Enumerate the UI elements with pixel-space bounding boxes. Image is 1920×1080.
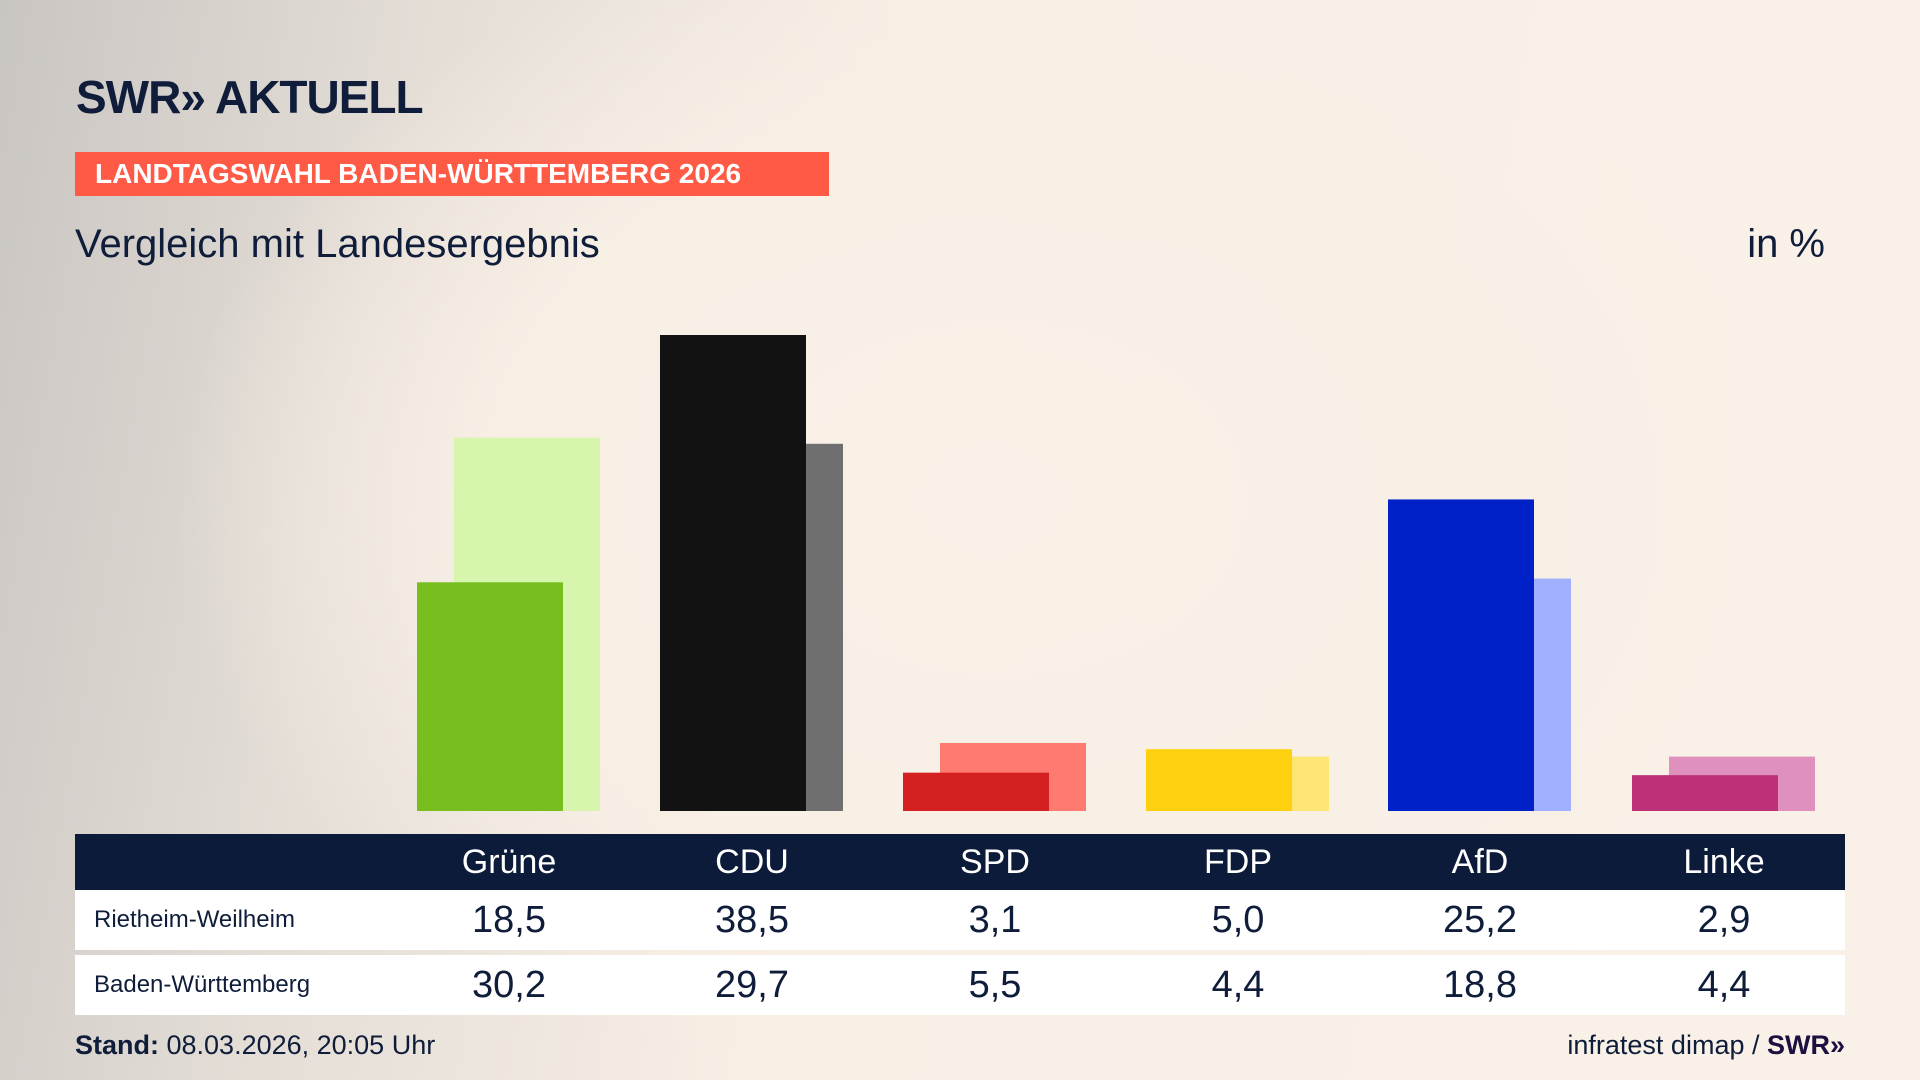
bar-fdp-local [1146,749,1292,811]
table-cell: 38,5 [715,899,789,941]
table-row-state: Baden-Württemberg 30,2 29,7 5,5 4,4 18,8 4,4 [75,955,1845,1015]
table-cell: 2,9 [1697,899,1751,941]
bar-chart [417,335,1815,811]
row-label: Rietheim-Weilheim [94,906,295,933]
column-header: Linke [1683,843,1765,881]
table-cell: 4,4 [1697,964,1751,1006]
table-cell: 25,2 [1443,899,1517,941]
election-banner: LANDTAGSWAHL BADEN-WÜRTTEMBERG 2026 [75,152,829,196]
row-label: Baden-Württemberg [94,971,311,998]
stand-value: 08.03.2026, 20:05 Uhr [159,1030,436,1060]
table-cell: 5,5 [968,964,1022,1006]
page-subtitle: Vergleich mit Landesergebnis [75,222,600,266]
bar-cdu-local [660,335,806,811]
bar-spd-local [903,772,1049,811]
source: infratest dimap / SWR» [1567,1030,1845,1061]
source-text: infratest dimap / [1567,1030,1767,1060]
column-header: Grüne [461,843,557,881]
swr-logo: SWR» [1766,1030,1845,1060]
table-row-local: Rietheim-Weilheim 18,5 38,5 3,1 5,0 25,2 2,9 [75,890,1845,950]
table-cell: 29,7 [715,964,789,1006]
unit-label: in % [1747,222,1825,266]
table-cell: 18,5 [472,899,546,941]
table-cell: 3,1 [968,899,1022,941]
table-cell: 4,4 [1211,964,1265,1006]
column-header: SPD [960,843,1030,881]
stand-label: Stand: [75,1030,159,1060]
swr-aktuell-logo: SWR» AKTUELL [76,71,424,123]
column-header: CDU [715,843,789,881]
bar-grüne-local [417,582,563,811]
bar-afd-local [1388,499,1534,811]
column-header: AfD [1451,843,1509,881]
table-cell: 18,8 [1443,964,1517,1006]
timestamp: Stand: 08.03.2026, 20:05 Uhr [75,1030,435,1061]
table-cell: 5,0 [1211,899,1265,941]
table-cell: 30,2 [472,964,546,1006]
column-header: FDP [1204,843,1272,881]
bar-linke-local [1632,775,1778,811]
table-header: Grüne CDU SPD FDP AfD Linke [75,834,1845,890]
